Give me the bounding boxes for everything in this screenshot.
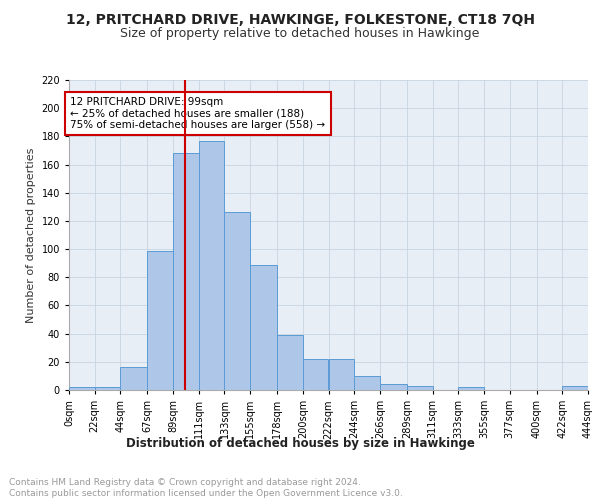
Bar xyxy=(224,212,250,390)
Bar xyxy=(69,387,95,390)
Bar xyxy=(148,250,173,390)
Bar xyxy=(199,140,224,390)
Bar xyxy=(458,387,484,390)
Text: 12 PRITCHARD DRIVE: 99sqm
← 25% of detached houses are smaller (188)
75% of semi: 12 PRITCHARD DRIVE: 99sqm ← 25% of detac… xyxy=(70,97,325,130)
Bar xyxy=(329,359,354,390)
Bar xyxy=(95,387,121,390)
Bar xyxy=(407,386,433,390)
Bar xyxy=(354,376,380,390)
Bar xyxy=(250,264,277,390)
Bar xyxy=(277,335,303,390)
Bar xyxy=(562,386,588,390)
Text: Contains HM Land Registry data © Crown copyright and database right 2024.
Contai: Contains HM Land Registry data © Crown c… xyxy=(9,478,403,498)
Text: Distribution of detached houses by size in Hawkinge: Distribution of detached houses by size … xyxy=(125,438,475,450)
Bar xyxy=(303,359,329,390)
Bar xyxy=(121,368,148,390)
Y-axis label: Number of detached properties: Number of detached properties xyxy=(26,148,36,322)
Text: Size of property relative to detached houses in Hawkinge: Size of property relative to detached ho… xyxy=(121,28,479,40)
Bar xyxy=(380,384,407,390)
Bar xyxy=(173,154,199,390)
Text: 12, PRITCHARD DRIVE, HAWKINGE, FOLKESTONE, CT18 7QH: 12, PRITCHARD DRIVE, HAWKINGE, FOLKESTON… xyxy=(65,12,535,26)
